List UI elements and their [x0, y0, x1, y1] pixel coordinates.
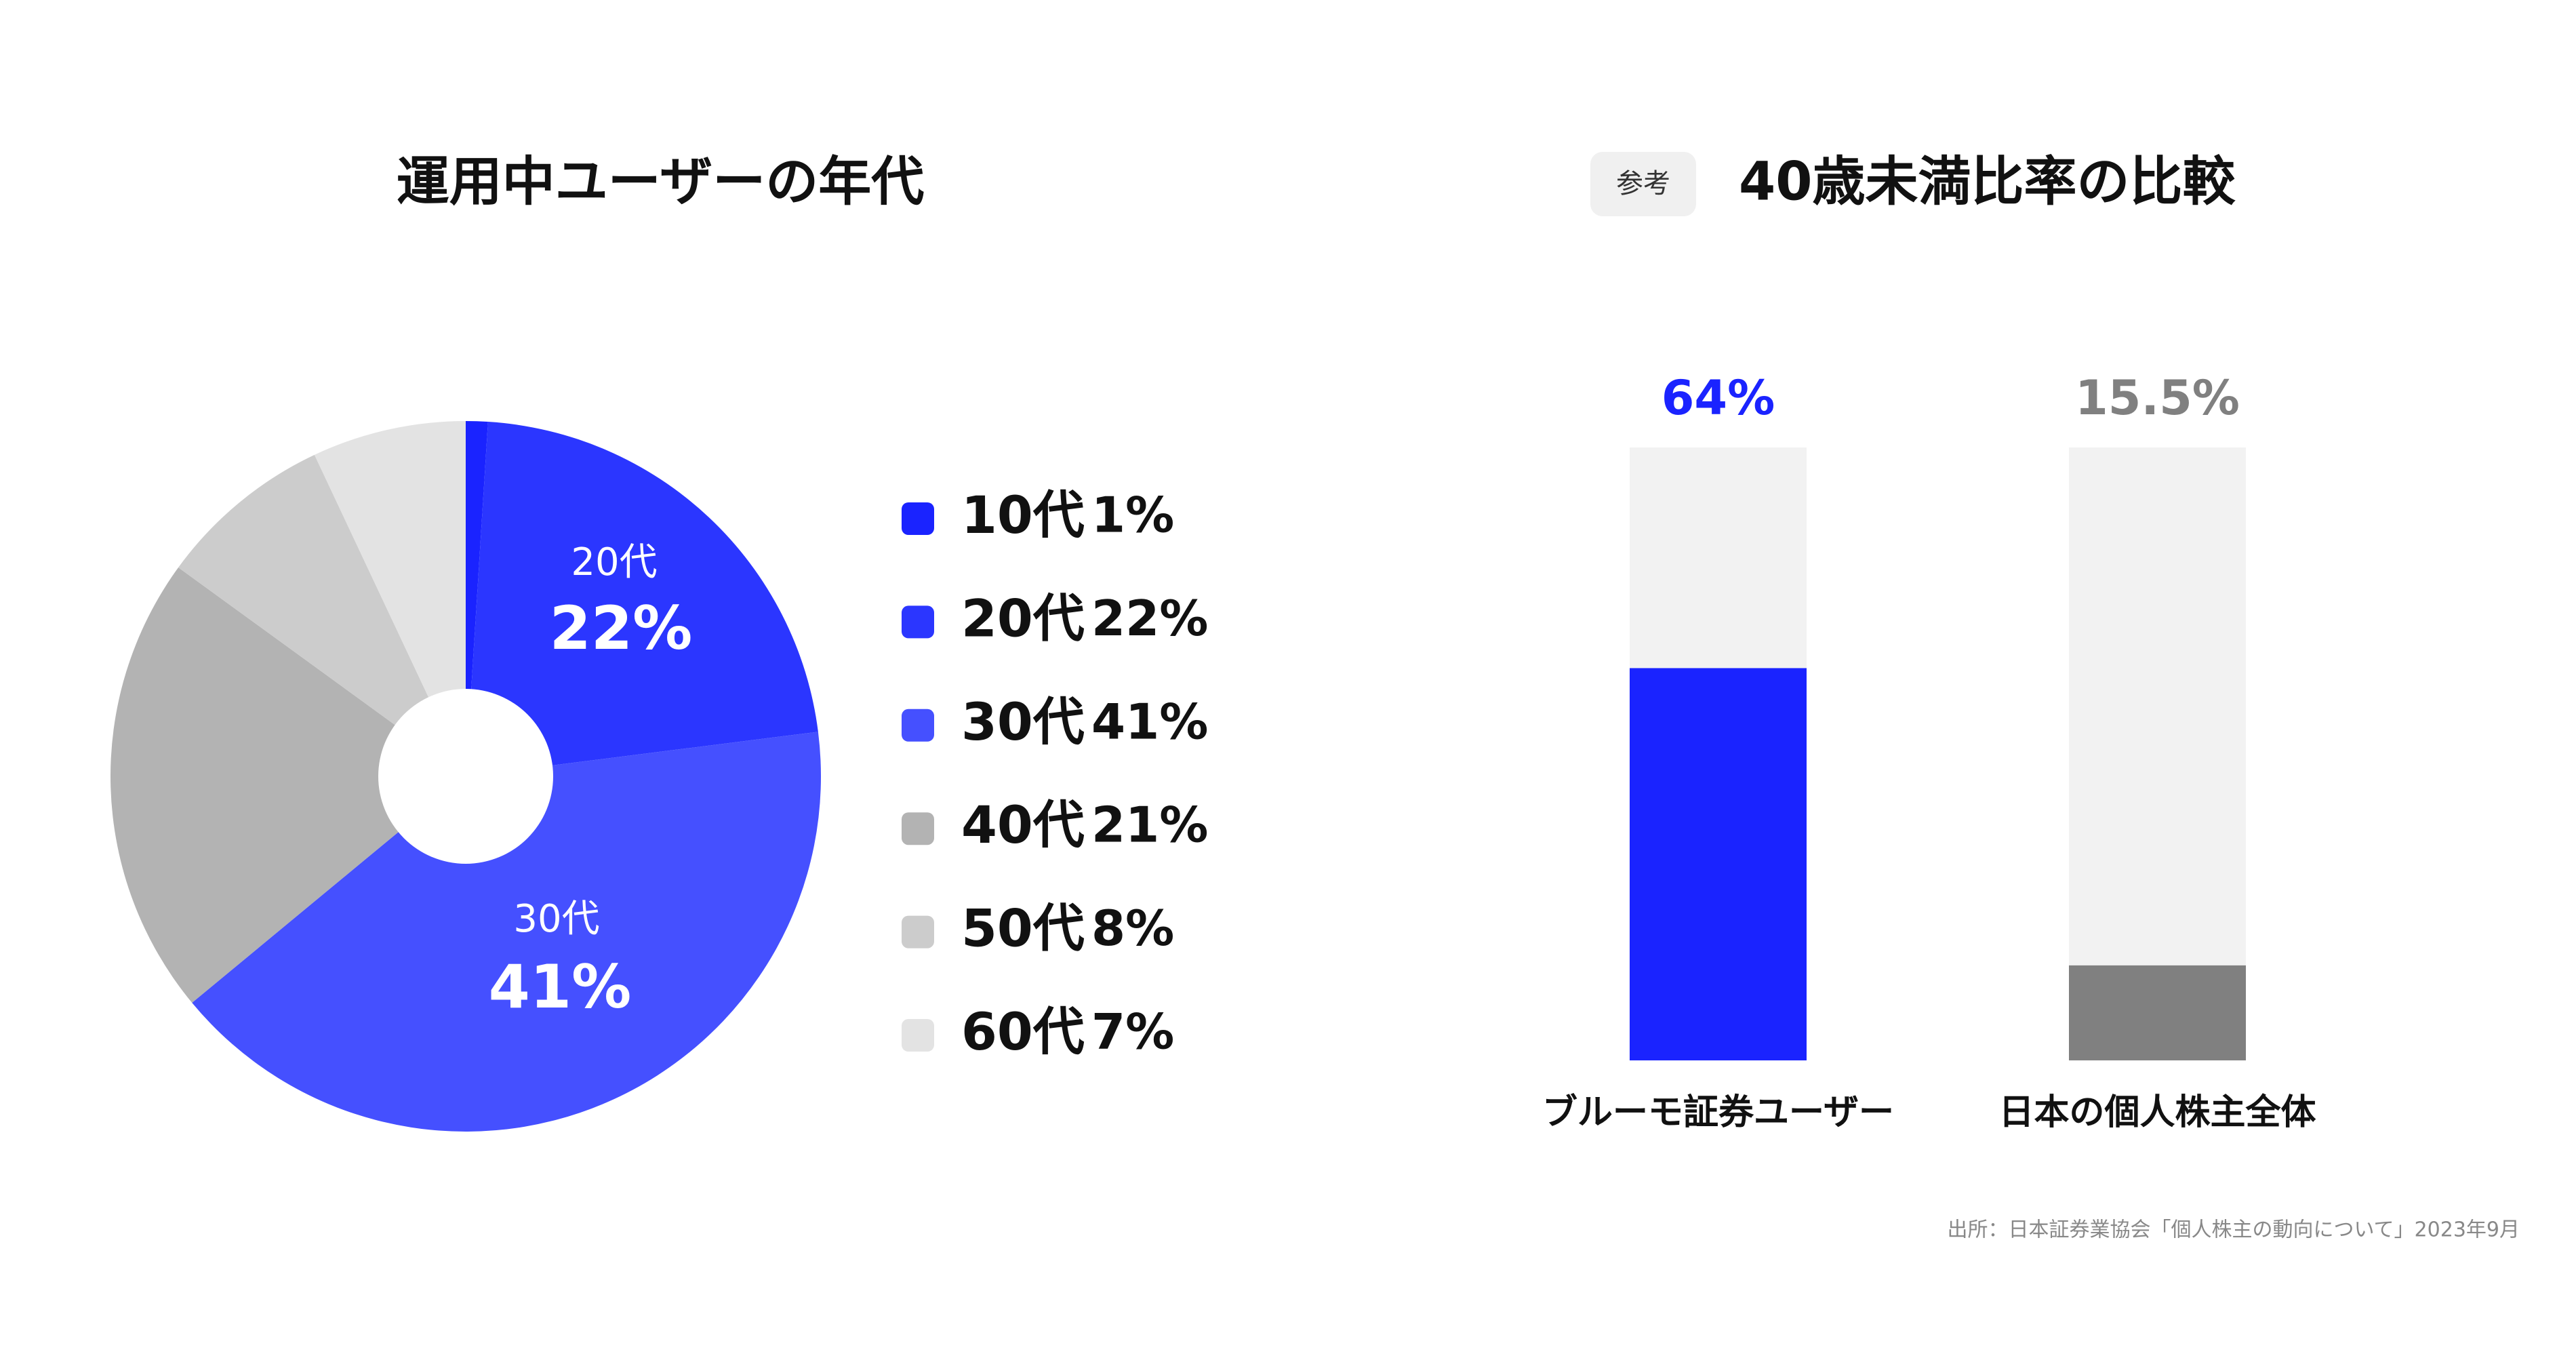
- bar-value-label: 64%: [1662, 370, 1775, 426]
- bar-title: 40歳未満比率の比較: [1739, 151, 2236, 212]
- pie-slice: [466, 422, 818, 776]
- legend-value: 22%: [1091, 590, 1208, 647]
- legend-category: 20代: [961, 588, 1085, 648]
- pie: [110, 421, 821, 1132]
- slice-category: 30代: [513, 897, 599, 941]
- pie-hole: [378, 689, 553, 864]
- legend-swatch: [902, 605, 934, 639]
- legend-value: 1%: [1091, 487, 1174, 544]
- badge-text: 参考: [1616, 168, 1670, 199]
- legend-value: 21%: [1091, 797, 1208, 854]
- bar: [1630, 668, 1807, 1060]
- bar-category: 日本の個人株主全体: [1998, 1092, 2316, 1133]
- legend-swatch: [902, 502, 934, 535]
- pie-title: 運用中ユーザーの年代: [397, 151, 924, 212]
- pie-slice: [178, 454, 466, 776]
- slice-category: 20代: [571, 540, 657, 584]
- badge: [1590, 152, 1696, 216]
- legend-category: 50代: [961, 898, 1085, 959]
- legend-swatch: [902, 812, 934, 845]
- pie-slice: [192, 732, 821, 1132]
- legend-value: 8%: [1091, 900, 1174, 957]
- legend-category: 40代: [961, 795, 1085, 855]
- pie-slice: [314, 421, 466, 776]
- legend-category: 10代: [961, 485, 1085, 545]
- legend-value: 41%: [1091, 693, 1208, 750]
- pie-slice: [110, 567, 466, 1003]
- bar-category: ブルーモ証券ユーザー: [1542, 1092, 1894, 1133]
- bar-value-label: 15.5%: [2075, 370, 2240, 426]
- source-note: 出所：日本証券業協会「個人株主の動向について」2023年9月: [1947, 1218, 2520, 1242]
- legend-category: 60代: [961, 1001, 1085, 1062]
- legend-category: 30代: [961, 692, 1085, 752]
- legend-value: 7%: [1091, 1003, 1174, 1060]
- legend-swatch: [902, 915, 934, 949]
- legend-swatch: [902, 709, 934, 742]
- pie-slice: [466, 421, 488, 776]
- bar-track: [2069, 447, 2246, 1060]
- bar: [2069, 965, 2246, 1060]
- legend-swatch: [902, 1019, 934, 1052]
- slice-value: 22%: [550, 593, 693, 663]
- slice-value: 41%: [489, 952, 632, 1022]
